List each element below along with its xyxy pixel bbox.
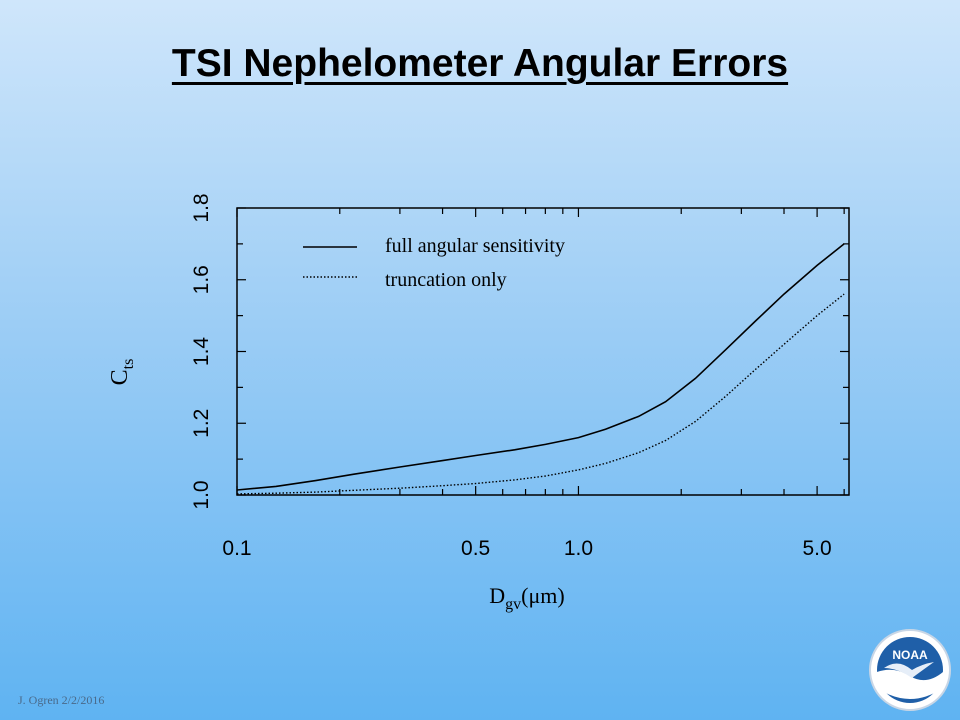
- x-tick-labels: 0.1 0.5 1.0 5.0: [222, 537, 831, 560]
- x-axis-label-sub: gv: [505, 596, 521, 613]
- y-axis-label-sub: ts: [120, 359, 137, 370]
- y-tick-label: 1.8: [190, 193, 213, 222]
- x-tick-label: 0.1: [222, 537, 251, 560]
- x-axis-label-unit: (μm): [521, 583, 565, 608]
- y-axis-label-main: C: [107, 369, 133, 385]
- x-tick-label: 1.0: [564, 537, 593, 560]
- y-tick-label: 1.0: [190, 480, 213, 509]
- x-tick-label: 5.0: [803, 537, 832, 560]
- footer-credit: J. Ogren 2/2/2016: [18, 693, 105, 707]
- legend-label-full: full angular sensitivity: [385, 235, 565, 257]
- noaa-logo: NOAA: [869, 629, 951, 711]
- slide-title: TSI Nephelometer Angular Errors: [0, 42, 960, 86]
- y-tick-label: 1.2: [190, 409, 213, 438]
- y-tick-labels: 1.0 1.2 1.4 1.6 1.8: [190, 193, 213, 509]
- svg-text:Cts: Cts: [107, 359, 137, 386]
- series-layer: [236, 243, 845, 495]
- tick-marks: [236, 207, 849, 496]
- y-axis-label: Cts: [107, 359, 137, 386]
- x-axis-label: Dgv(μm): [489, 583, 564, 613]
- y-tick-label: 1.6: [190, 265, 213, 294]
- noaa-logo-text: NOAA: [892, 648, 928, 662]
- legend-label-truncation: truncation only: [385, 269, 507, 291]
- x-axis-label-main: D: [489, 583, 505, 608]
- series-line-full-angular-sensitivity: [236, 243, 845, 491]
- legend: full angular sensitivity truncation only: [303, 235, 565, 291]
- slide-title-text: TSI Nephelometer Angular Errors: [171, 42, 789, 85]
- x-tick-label: 0.5: [461, 537, 490, 560]
- series-line-truncation-only: [236, 293, 845, 495]
- y-tick-label: 1.4: [190, 337, 213, 367]
